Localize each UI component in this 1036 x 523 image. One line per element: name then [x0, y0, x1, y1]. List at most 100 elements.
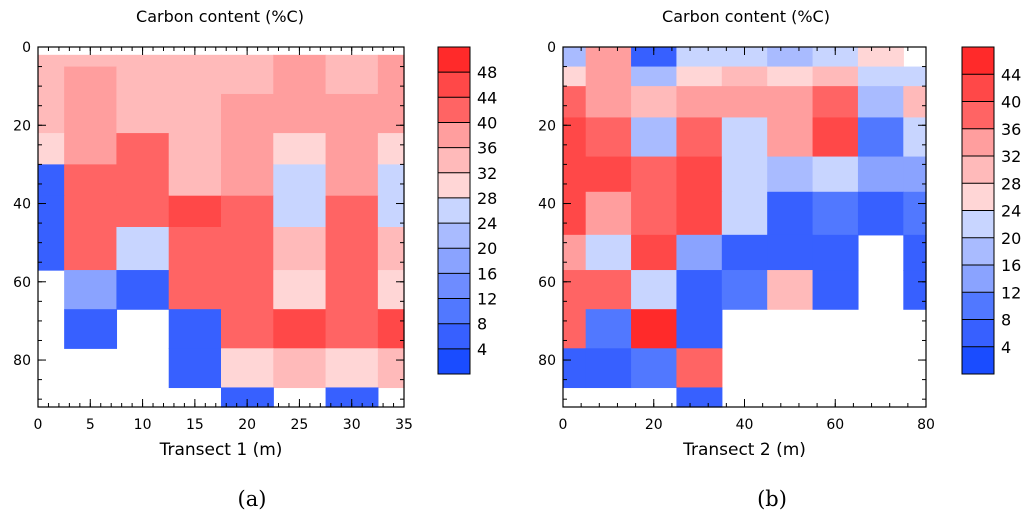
heatmap-cell [767, 191, 814, 236]
heatmap-cell [767, 86, 814, 119]
heatmap-cell [273, 309, 327, 349]
heatmap-cell [325, 387, 379, 408]
x-axis-label: Transect 2 (m) [682, 440, 806, 460]
colorbar-band [962, 74, 994, 102]
heatmap-cell [325, 348, 379, 389]
heatmap-cell [221, 93, 274, 134]
colorbar-band [962, 346, 994, 375]
colorbar-band [962, 319, 994, 348]
heatmap-cell [116, 133, 170, 165]
heatmap-cell [857, 66, 904, 87]
heatmap-cell [168, 309, 222, 349]
heatmap-cell [812, 191, 859, 236]
heatmap-cell [812, 117, 859, 158]
colorbar-label: 44 [477, 88, 497, 107]
heatmap-cell [64, 195, 118, 228]
colorbar-band [438, 323, 470, 350]
heatmap-cell [377, 309, 405, 349]
heatmap-cell [903, 234, 927, 271]
heatmap-cell [857, 86, 904, 119]
heatmap-cell [721, 86, 768, 119]
heatmap-cell [38, 66, 65, 95]
heatmap-cell [903, 270, 927, 310]
heatmap-cell [377, 164, 405, 197]
colorbar-band [438, 97, 470, 123]
heatmap-cell [64, 93, 118, 134]
heatmap-cell [38, 227, 65, 271]
colorbar-band [438, 172, 470, 199]
heatmap-cell [221, 227, 274, 271]
heatmap-cell [64, 164, 118, 197]
heatmap-cell [631, 66, 678, 87]
colorbar-label: 36 [477, 139, 497, 158]
colorbar: 4 8 12 16 20 24 28 32 36 40 44 [961, 46, 1021, 375]
colorbar-label: 32 [1001, 147, 1021, 166]
heatmap-cell [812, 66, 859, 87]
heatmap-cell [273, 348, 327, 389]
heatmap-cell [903, 156, 927, 193]
heatmap-cell [64, 227, 118, 271]
heatmap-cell [377, 227, 405, 271]
x-tick-label: 80 [917, 417, 935, 433]
colorbar-band [962, 47, 994, 75]
heatmap-cell [563, 156, 587, 193]
heatmap-cell [812, 270, 859, 310]
heatmap-cell [325, 133, 379, 165]
heatmap-cell [812, 86, 859, 119]
heatmap-cell [273, 93, 327, 134]
heatmap-cell [857, 47, 904, 68]
heatmap-cell [563, 270, 587, 310]
heatmap-cell [631, 47, 678, 68]
colorbar-label: 8 [477, 315, 487, 334]
heatmap-cell [116, 270, 170, 310]
heatmap-cell [812, 234, 859, 271]
heatmap-cell [631, 234, 678, 271]
heatmap-cell [325, 227, 379, 271]
colorbar-band [962, 128, 994, 157]
heatmap-cell [585, 86, 632, 119]
colorbar-band [962, 292, 994, 320]
heatmap-cell [721, 156, 768, 193]
heatmap-cell [273, 66, 327, 95]
y-tick-label: 40 [13, 197, 31, 213]
plot-frame [37, 46, 405, 408]
heatmap-panel-a: Carbon content (%C) 0 5 10 15 20 25 30 35 0 20 40 60… [13, 7, 497, 511]
x-tick-label: 35 [395, 417, 413, 433]
colorbar-band [962, 156, 994, 184]
heatmap-cell [903, 191, 927, 236]
heatmap-cell [38, 133, 65, 165]
heatmap-cell [631, 191, 678, 236]
heatmap-cells [563, 47, 927, 408]
heatmap-cell [585, 66, 632, 87]
heatmap-cell [377, 270, 405, 310]
chart-title: Carbon content (%C) [136, 7, 304, 26]
heatmap-cell [116, 93, 170, 134]
heatmap-cell [631, 348, 678, 389]
heatmap-cell [64, 270, 118, 310]
heatmap-cell [273, 164, 327, 197]
heatmap-cell [325, 195, 379, 228]
heatmap-cell [221, 387, 274, 408]
y-tick-label: 80 [13, 353, 31, 369]
heatmap-cell [563, 309, 587, 349]
colorbar-label: 40 [477, 113, 497, 132]
heatmap-cells [38, 54, 405, 408]
x-tick-label: 40 [736, 417, 754, 433]
colorbar-band [438, 298, 470, 325]
heatmap-cell [168, 54, 222, 68]
heatmap-cell [377, 54, 405, 68]
colorbar-label: 24 [1001, 202, 1021, 221]
x-tick-label: 20 [645, 417, 663, 433]
heatmap-cell [221, 66, 274, 95]
heatmap-cell [377, 348, 405, 389]
colorbar-band [962, 210, 994, 239]
y-tick-label: 0 [547, 40, 556, 56]
x-tick-label: 0 [34, 417, 43, 433]
colorbar-band [438, 147, 470, 174]
colorbar-label: 20 [1001, 229, 1021, 248]
x-tick-label: 60 [826, 417, 844, 433]
heatmap-cell [631, 309, 678, 349]
heatmap-cell [721, 47, 768, 68]
heatmap-cell [585, 234, 632, 271]
